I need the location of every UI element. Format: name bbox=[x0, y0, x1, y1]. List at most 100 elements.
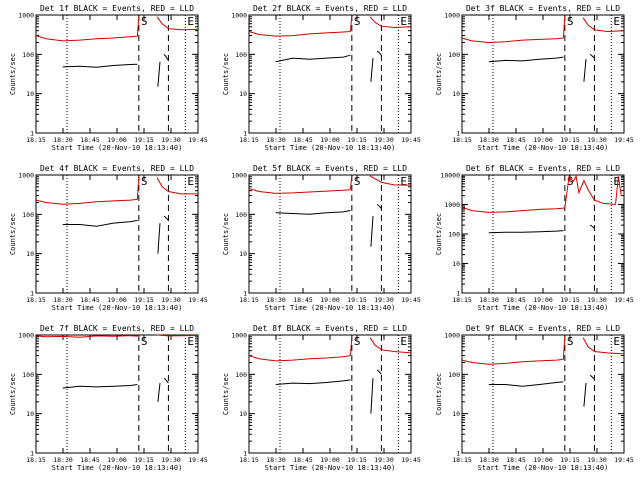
y-axis-label: Counts/sec bbox=[9, 373, 17, 415]
detector-panel: Det 2f BLACK = Events, RED = LLD 1 10 100 10… bbox=[222, 4, 421, 152]
x-axis-label: Start Time (20-Nov-10 18:13:40) bbox=[265, 464, 396, 472]
panel-title: Det 7f BLACK = Events, RED = LLD bbox=[40, 324, 194, 333]
events-series-line bbox=[488, 381, 564, 387]
y-axis-label: Counts/sec bbox=[222, 53, 230, 95]
marker-letter-e: E bbox=[187, 335, 194, 348]
events-series-line bbox=[62, 219, 138, 227]
x-tick-label: 19:15 bbox=[560, 136, 580, 144]
y-tick-label: 1000 bbox=[231, 332, 247, 340]
x-axis-label: Start Time (20-Nov-10 18:13:40) bbox=[52, 464, 183, 472]
x-tick-label: 19:00 bbox=[320, 136, 340, 144]
marker-letter-s: S bbox=[567, 335, 574, 348]
x-tick-label: 18:45 bbox=[293, 456, 313, 464]
x-tick-label: 18:30 bbox=[53, 456, 73, 464]
x-tick-label: 19:00 bbox=[320, 296, 340, 304]
detector-panel: Det 5f BLACK = Events, RED = LLD 1 10 100 10… bbox=[222, 164, 421, 312]
x-tick-label: 19:30 bbox=[161, 136, 181, 144]
x-axis-label: Start Time (20-Nov-10 18:13:40) bbox=[265, 144, 396, 152]
detector-panel: Det 8f BLACK = Events, RED = LLD 1 10 100 10… bbox=[222, 324, 421, 472]
x-tick-label: 19:15 bbox=[347, 456, 367, 464]
x-tick-label: 18:45 bbox=[80, 136, 100, 144]
x-tick-label: 18:15 bbox=[26, 136, 46, 144]
x-tick-label: 18:15 bbox=[26, 296, 46, 304]
events-series-line bbox=[589, 374, 595, 380]
events-series-line bbox=[62, 384, 138, 389]
detector-panel: Det 9f BLACK = Events, RED = LLD 1 10 100 10… bbox=[435, 324, 634, 472]
detector-panel: Det 3f BLACK = Events, RED = LLD 1 10 100 10… bbox=[435, 4, 634, 152]
x-tick-label: 18:30 bbox=[479, 296, 499, 304]
marker-letter-s: S bbox=[141, 15, 148, 28]
y-tick-label: 10 bbox=[239, 90, 247, 98]
y-tick-label: 1 bbox=[243, 130, 247, 138]
events-series-line bbox=[376, 369, 382, 375]
events-series-line bbox=[370, 378, 374, 414]
y-tick-label: 10 bbox=[26, 250, 34, 258]
events-series-line bbox=[163, 215, 169, 221]
lld-series-line bbox=[461, 37, 564, 44]
plot-frame bbox=[248, 334, 412, 454]
x-tick-label: 19:00 bbox=[533, 136, 553, 144]
y-axis-label: Counts/sec bbox=[9, 53, 17, 95]
x-tick-label: 19:15 bbox=[134, 456, 154, 464]
plot-frame bbox=[35, 14, 199, 134]
lld-series-line bbox=[369, 337, 412, 354]
events-series-line bbox=[583, 59, 587, 82]
events-series-line bbox=[275, 379, 351, 385]
y-tick-label: 1 bbox=[243, 450, 247, 458]
lld-series-line bbox=[248, 355, 351, 362]
x-tick-label: 18:45 bbox=[506, 456, 526, 464]
y-tick-label: 1000 bbox=[231, 172, 247, 180]
y-tick-label: 1 bbox=[456, 130, 460, 138]
x-tick-label: 18:15 bbox=[452, 296, 472, 304]
x-tick-label: 18:15 bbox=[239, 296, 259, 304]
x-tick-label: 19:45 bbox=[401, 456, 421, 464]
y-tick-label: 1000 bbox=[444, 12, 460, 20]
lld-series-line bbox=[248, 31, 351, 37]
x-axis-label: Start Time (20-Nov-10 18:13:40) bbox=[52, 304, 183, 312]
plot-frame bbox=[461, 334, 625, 454]
lld-series-line bbox=[156, 177, 198, 195]
x-tick-label: 18:45 bbox=[506, 296, 526, 304]
detector-panel: Det 4f BLACK = Events, RED = LLD 1 10 100 10… bbox=[9, 164, 208, 312]
marker-letter-e: E bbox=[187, 175, 194, 188]
y-tick-label: 1 bbox=[30, 450, 34, 458]
x-tick-label: 18:15 bbox=[26, 456, 46, 464]
y-tick-label: 10 bbox=[26, 90, 34, 98]
y-tick-label: 1000 bbox=[18, 332, 34, 340]
y-tick-label: 100 bbox=[235, 371, 247, 379]
marker-letter-e: E bbox=[613, 15, 620, 28]
x-tick-label: 19:00 bbox=[533, 296, 553, 304]
y-tick-label: 1 bbox=[243, 290, 247, 298]
lld-series-line bbox=[35, 198, 138, 205]
events-series-line bbox=[583, 383, 587, 407]
x-tick-label: 19:30 bbox=[161, 456, 181, 464]
lld-series-line bbox=[564, 174, 616, 209]
y-tick-label: 10000 bbox=[440, 172, 460, 180]
x-tick-label: 19:30 bbox=[374, 456, 394, 464]
y-axis-label: Counts/sec bbox=[9, 213, 17, 255]
lld-series-line bbox=[369, 16, 412, 29]
plot-frame bbox=[461, 174, 625, 294]
y-tick-label: 1 bbox=[30, 130, 34, 138]
x-tick-label: 19:15 bbox=[134, 296, 154, 304]
events-series-line bbox=[275, 54, 351, 63]
events-series-line bbox=[488, 56, 564, 63]
x-tick-label: 18:30 bbox=[266, 136, 286, 144]
y-tick-label: 100 bbox=[22, 371, 34, 379]
y-tick-label: 100 bbox=[235, 211, 247, 219]
x-tick-label: 19:45 bbox=[188, 456, 208, 464]
x-tick-label: 18:15 bbox=[239, 136, 259, 144]
panel-title: Det 2f BLACK = Events, RED = LLD bbox=[253, 4, 407, 13]
lld-series-line bbox=[35, 335, 138, 338]
plot-frame bbox=[35, 334, 199, 454]
x-tick-label: 18:30 bbox=[53, 296, 73, 304]
lld-series-line bbox=[157, 334, 199, 337]
lld-series-line bbox=[582, 17, 625, 33]
marker-letter-s: S bbox=[354, 15, 361, 28]
x-axis-label: Start Time (20-Nov-10 18:13:40) bbox=[52, 144, 183, 152]
events-series-line bbox=[376, 203, 382, 209]
x-tick-label: 18:30 bbox=[479, 136, 499, 144]
lld-series-line bbox=[615, 176, 622, 205]
marker-letter-s: S bbox=[141, 175, 148, 188]
detector-panel: Det 1f BLACK = Events, RED = LLD 1 10 100 10… bbox=[9, 4, 208, 152]
